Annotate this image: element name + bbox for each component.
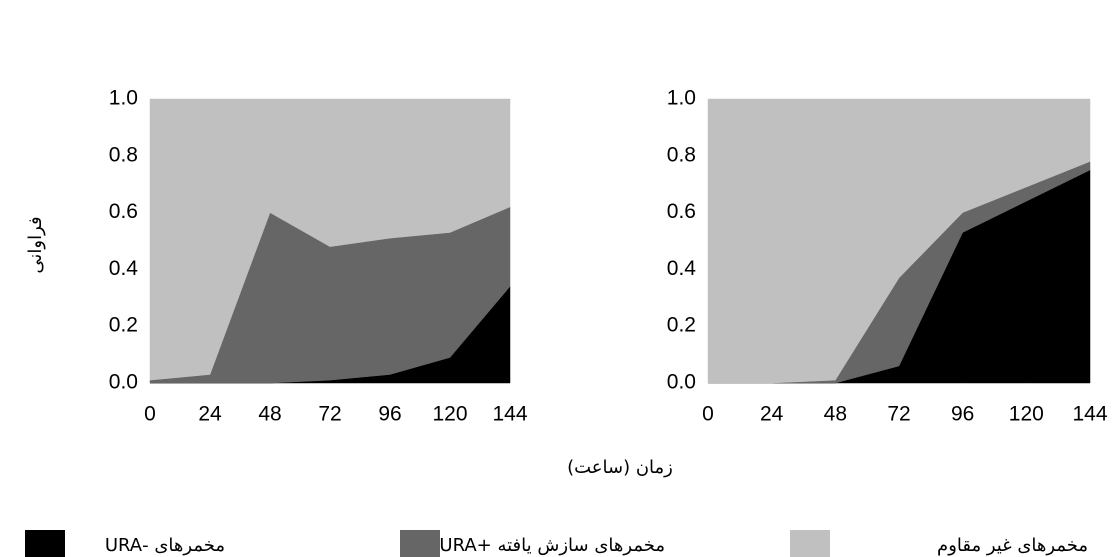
x-tick-label: 120	[1009, 403, 1044, 426]
x-tick-label: 24	[198, 403, 222, 426]
x-axis-label: زمان (ساعت)	[567, 457, 673, 478]
x-tick-label: 24	[760, 403, 784, 426]
y-tick-label: 0.0	[667, 371, 696, 394]
legend-swatch	[790, 530, 830, 557]
x-tick-label: 48	[258, 403, 281, 426]
y-tick-label: 1.0	[667, 87, 696, 110]
y-tick-label: 1.0	[109, 87, 138, 110]
x-tick-label: 48	[824, 403, 847, 426]
y-tick-label: 0.6	[667, 200, 696, 223]
y-tick-label: 0.2	[667, 314, 696, 337]
legend-label: مخمرهای غیر مقاوم	[937, 535, 1088, 556]
area	[707, 98, 1091, 384]
legend-label: مخمرهای -URA	[105, 535, 225, 556]
y-tick-label: 0.4	[109, 257, 139, 280]
y-tick-label: 0.6	[109, 200, 138, 223]
y-tick-label: 0.4	[667, 257, 697, 280]
y-tick-label: 0.0	[109, 371, 138, 394]
y-tick-label: 0.8	[109, 143, 138, 166]
x-tick-label: 72	[318, 403, 341, 426]
x-tick-label: 0	[144, 403, 156, 426]
legend-swatch	[400, 530, 440, 557]
x-tick-label: 144	[492, 403, 527, 426]
x-tick-label: 72	[887, 403, 910, 426]
y-axis-label: فراوانی	[25, 216, 46, 273]
y-tick-label: 0.2	[109, 314, 138, 337]
area	[149, 98, 511, 381]
legend-swatch	[25, 530, 65, 557]
x-tick-label: 96	[378, 403, 401, 426]
y-tick-label: 0.8	[667, 143, 696, 166]
x-tick-label: 120	[432, 403, 467, 426]
x-tick-label: 144	[1072, 403, 1107, 426]
x-tick-label: 0	[702, 403, 714, 426]
x-tick-label: 96	[951, 403, 974, 426]
legend-label: مخمرهای سازش یافته +URA	[439, 535, 665, 556]
